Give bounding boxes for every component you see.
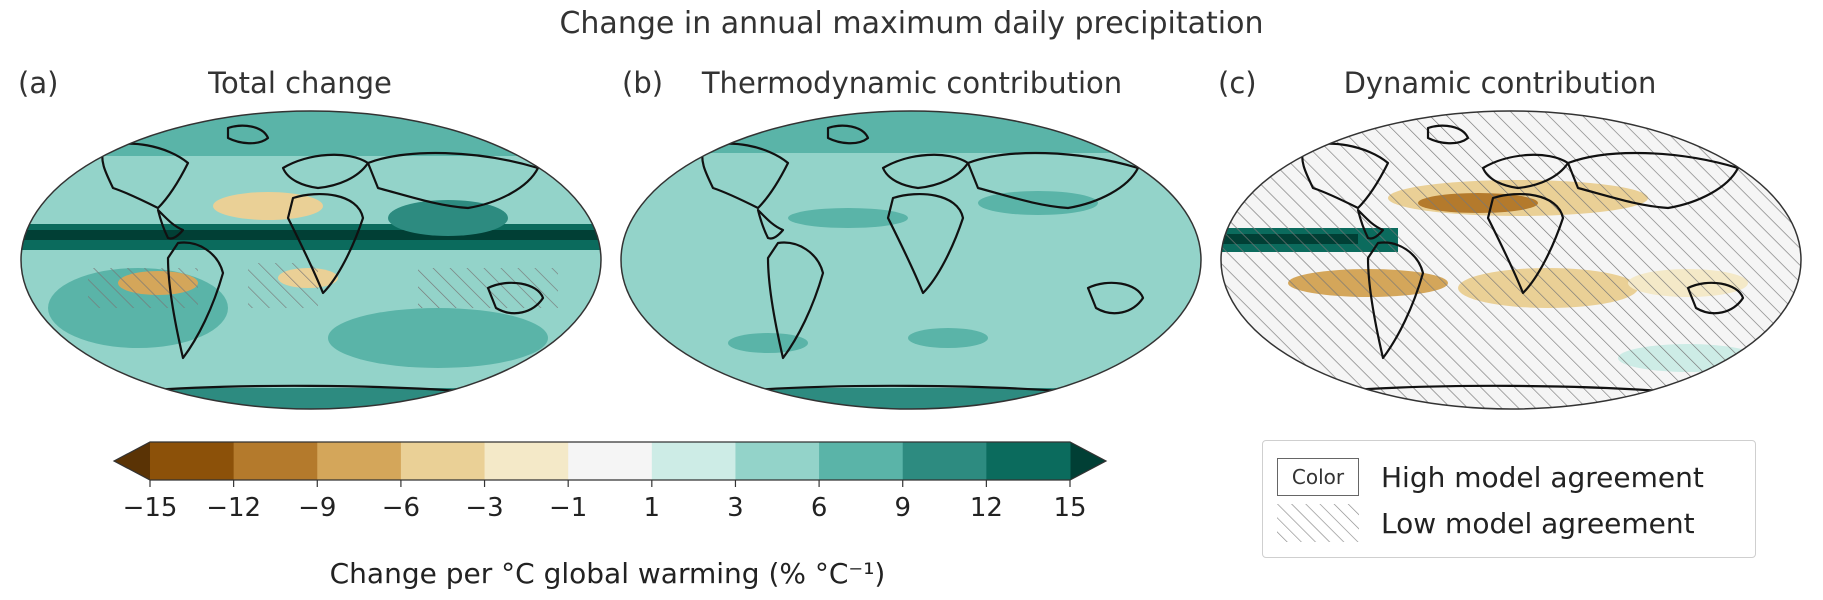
map-thermodynamic-contribution <box>620 110 1202 410</box>
colorbar-bin <box>317 442 402 480</box>
colorbar-bin <box>150 442 235 480</box>
panel-b-letter: (b) <box>622 66 664 100</box>
colorbar-tick-label: 9 <box>894 493 911 523</box>
colorbar-extend-high <box>1070 442 1106 480</box>
map-dynamic-contribution <box>1220 110 1802 410</box>
colorbar-bin <box>819 442 904 480</box>
colorbar-bin <box>568 442 653 480</box>
panel-a-title: Total change <box>208 66 392 100</box>
colorbar-tick-label: 12 <box>970 493 1003 523</box>
colorbar-bin <box>986 442 1071 480</box>
colorbar-tick-label: −1 <box>549 493 587 523</box>
colorbar-bin <box>902 442 987 480</box>
panel-c-letter: (c) <box>1218 66 1257 100</box>
colorbar-tick-label: −3 <box>465 493 503 523</box>
colorbar-bin <box>233 442 318 480</box>
colorbar-bin <box>400 442 486 480</box>
legend-swatch-hatch <box>1277 504 1359 542</box>
colorbar-label: Change per °C global warming (% °C⁻¹) <box>329 557 886 590</box>
colorbar-tick-label: −12 <box>206 493 261 523</box>
legend-item-high: Color High model agreement <box>1277 457 1704 497</box>
figure-title: Change in annual maximum daily precipita… <box>559 6 1264 41</box>
colorbar-tick-label: 3 <box>727 493 744 523</box>
legend-item-low: Low model agreement <box>1277 503 1695 543</box>
panel-b-title: Thermodynamic contribution <box>701 66 1123 100</box>
colorbar-bin <box>651 442 736 480</box>
colorbar: −15 −12 −9 −6 −3 −1 1 3 6 9 12 15 <box>112 441 1108 523</box>
colorbar-tick-label: −6 <box>382 493 420 523</box>
colorbar-tick-label: −15 <box>123 493 178 523</box>
panel-c-title: Dynamic contribution <box>1343 66 1657 100</box>
colorbar-bin <box>484 442 569 480</box>
agreement-legend: Color High model agreement Low model agr… <box>1262 440 1756 558</box>
map-total-change <box>20 110 602 410</box>
legend-swatch-color: Color <box>1277 458 1359 496</box>
colorbar-bin <box>735 442 820 480</box>
panel-a-letter: (a) <box>18 66 59 100</box>
colorbar-extend-low <box>114 442 150 480</box>
legend-label-high: High model agreement <box>1381 460 1704 494</box>
colorbar-tick-label: −9 <box>298 493 336 523</box>
colorbar-tick-label: 6 <box>811 493 828 523</box>
legend-label-low: Low model agreement <box>1381 506 1695 540</box>
colorbar-tick-label: 15 <box>1053 493 1086 523</box>
colorbar-tick-label: 1 <box>644 493 661 523</box>
